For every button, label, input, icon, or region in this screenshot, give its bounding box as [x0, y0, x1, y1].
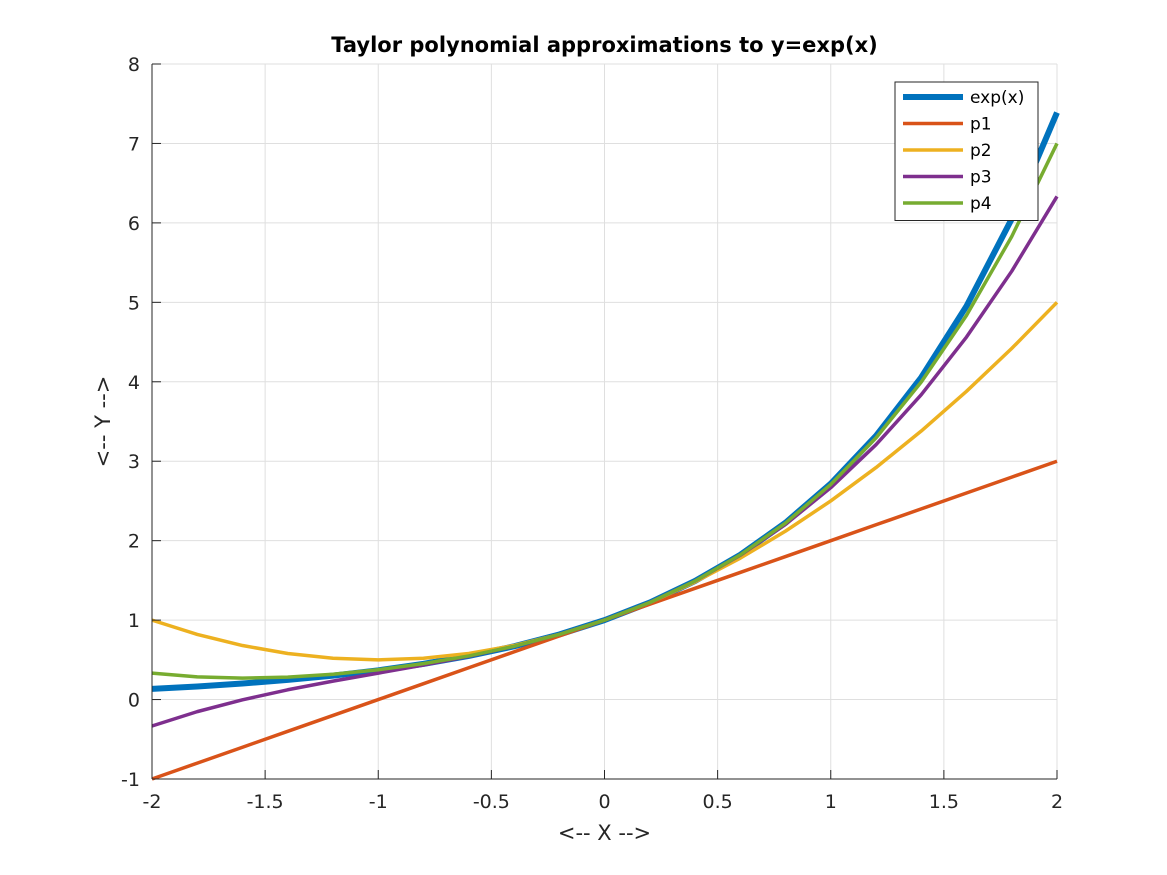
series-line-p4: [151, 142, 1059, 680]
y-tick-label: 7: [128, 133, 140, 155]
y-tick-label: 2: [128, 531, 140, 553]
legend-label: p2: [970, 141, 992, 161]
x-tick-label: 1.5: [929, 791, 959, 813]
x-tick-label: -2: [143, 791, 162, 813]
y-tick-label: 1: [128, 610, 140, 632]
x-axis-label: <-- X -->: [558, 821, 651, 845]
y-tick-label: 0: [128, 690, 140, 712]
x-tick-label: 0.5: [703, 791, 733, 813]
legend-label: p3: [970, 168, 992, 188]
y-tick-label: 5: [128, 292, 140, 314]
legend-label: p4: [970, 194, 992, 214]
y-tick-label: 3: [128, 451, 140, 473]
x-tick-label: 0: [598, 791, 610, 813]
y-tick-label: 8: [128, 54, 140, 76]
x-tick-label: -1: [369, 791, 388, 813]
x-tick-label: -0.5: [473, 791, 510, 813]
axes: [151, 63, 1058, 780]
y-tick-label: 4: [128, 372, 140, 394]
legend: exp(x) p1 p2 p3 p4: [894, 81, 1039, 221]
tick-labels: -2 -1.5 -1 -0.5 0 0.5 1 1.5 2 -1 0 1 2 3 4 5 6 7 8: [121, 54, 1063, 813]
legend-label: exp(x): [970, 88, 1024, 108]
x-tick-label: 1: [825, 791, 837, 813]
y-tick-label: -1: [121, 769, 140, 791]
x-tick-label: -1.5: [247, 791, 284, 813]
y-axis-label: <-- Y -->: [91, 376, 115, 468]
chart-title: Taylor polynomial approximations to y=ex…: [331, 33, 877, 57]
series-lines: [151, 111, 1060, 781]
legend-label: p1: [970, 115, 992, 135]
y-tick-label: 6: [128, 213, 140, 235]
x-tick-label: 2: [1051, 791, 1063, 813]
